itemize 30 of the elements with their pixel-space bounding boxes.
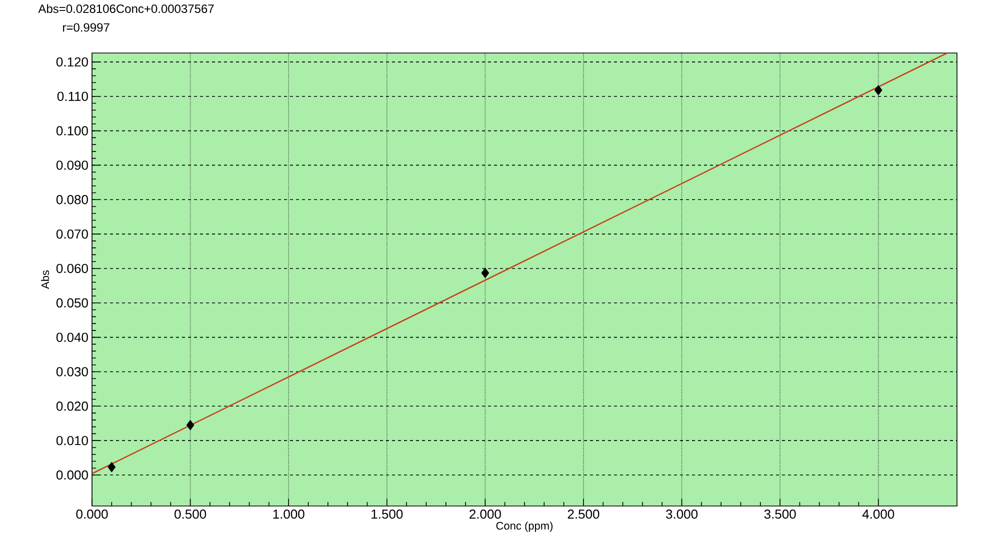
x-tick-label: 4.000 (862, 510, 894, 519)
y-tick-label: 0.000 (56, 470, 88, 480)
y-tick-label: 0.040 (56, 332, 88, 342)
y-tick-label: 0.120 (56, 57, 88, 67)
text: Abs=0.028106Conc+0.00037567 (38, 4, 214, 13)
x-tick-label: 3.500 (764, 510, 796, 519)
x-tick-label: 0.500 (174, 510, 206, 519)
point (108, 462, 116, 472)
x-tick-label: 2.500 (568, 510, 600, 519)
point (481, 268, 490, 278)
point (186, 420, 194, 430)
y-tick-label: 0.050 (56, 298, 88, 308)
x-tick-label: 1.000 (273, 510, 304, 519)
y-tick-label: 0.010 (56, 436, 88, 446)
point (874, 84, 882, 96)
y-tick-label: 0.080 (56, 195, 88, 204)
x-axis-title: Conc (ppm) (496, 522, 553, 532)
text: r=0.9997 (63, 23, 110, 32)
x-tick-label: 2.000 (470, 510, 501, 519)
y-tick-label: 0.100 (56, 126, 88, 136)
y-tick-label: 0.110 (57, 92, 88, 101)
y-tick-label: 0.020 (56, 402, 88, 411)
y-tick-label: 0.090 (56, 160, 88, 170)
y-tick-label: 0.030 (56, 367, 88, 376)
y-tick-label: 0.060 (56, 264, 88, 274)
y-axis-title: Abs (41, 270, 50, 289)
y-tick-label: 0.070 (56, 229, 88, 239)
x-tick-label: 3.000 (666, 510, 698, 519)
x-tick-label: 0.000 (76, 510, 108, 519)
x-tick-label: 1.500 (372, 510, 403, 519)
